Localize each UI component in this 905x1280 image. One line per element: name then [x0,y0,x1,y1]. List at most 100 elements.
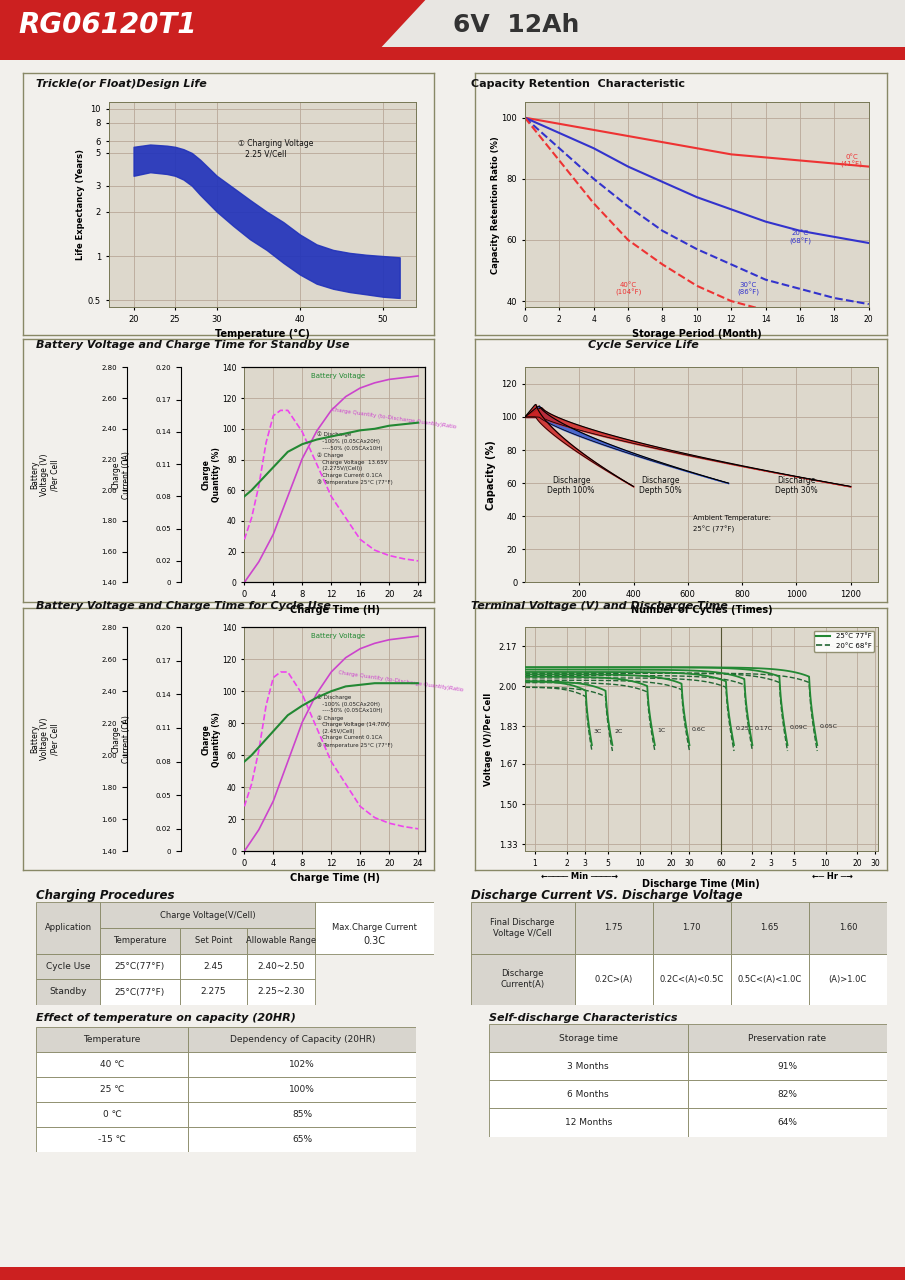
Bar [179,928,247,954]
Text: 0.3C: 0.3C [364,936,386,946]
Bar [188,1052,416,1076]
Text: 40 ℃: 40 ℃ [100,1060,124,1069]
Text: RG06120T1: RG06120T1 [18,12,196,40]
Text: ① Discharge
   -100% (0.05CAx20H)
   ----50% (0.05CAx10H)
② Charge
   Charge Vol: ① Discharge -100% (0.05CAx20H) ----50% (… [317,431,393,485]
Text: 100%: 100% [290,1084,315,1094]
Text: 30°C
(86°F): 30°C (86°F) [738,282,759,297]
Text: Max.Charge Current: Max.Charge Current [332,923,417,933]
Text: ←─ Hr ─→: ←─ Hr ─→ [812,873,853,882]
Text: 3 Months: 3 Months [567,1061,609,1071]
Bar [36,902,100,954]
Bar [100,902,315,928]
Text: Charge Quantity (to-Discharge Quantity)Ratio: Charge Quantity (to-Discharge Quantity)R… [338,669,464,692]
Text: 91%: 91% [777,1061,797,1071]
Text: 82%: 82% [777,1089,797,1100]
Text: Trickle(or Float)Design Life: Trickle(or Float)Design Life [36,79,207,90]
Y-axis label: Charge
Current (CA): Charge Current (CA) [111,451,130,499]
Bar [36,1076,188,1102]
Text: ① Charging Voltage
   2.25 V/Cell: ① Charging Voltage 2.25 V/Cell [238,140,313,159]
Bar [471,954,575,1005]
Text: 25°C (77°F): 25°C (77°F) [693,525,735,532]
Text: 2.40~2.50: 2.40~2.50 [257,961,305,972]
Bar [688,1052,887,1080]
Text: 1.60: 1.60 [839,923,857,933]
Text: Storage time: Storage time [558,1033,618,1043]
Text: 85%: 85% [292,1110,312,1119]
Y-axis label: Voltage (V)/Per Cell: Voltage (V)/Per Cell [484,692,493,786]
Text: Battery Voltage: Battery Voltage [311,634,366,640]
Text: 25°C(77°F): 25°C(77°F) [115,961,165,972]
Y-axis label: Charge
Quantity (%): Charge Quantity (%) [202,712,221,767]
Text: Effect of temperature on capacity (20HR): Effect of temperature on capacity (20HR) [36,1014,296,1024]
Y-axis label: Charge
Current (CA): Charge Current (CA) [111,716,130,763]
Bar [100,954,179,979]
Text: 1.70: 1.70 [682,923,701,933]
Text: Temperature: Temperature [83,1034,141,1043]
Text: Battery Voltage and Charge Time for Standby Use: Battery Voltage and Charge Time for Stan… [36,340,349,351]
X-axis label: Storage Period (Month): Storage Period (Month) [632,329,762,339]
Text: 1C: 1C [657,728,665,733]
Bar [688,1024,887,1052]
Text: Preservation rate: Preservation rate [748,1033,826,1043]
Bar [100,979,179,1005]
Text: 12 Months: 12 Months [565,1117,612,1128]
Text: Set Point: Set Point [195,936,232,946]
Text: Dependency of Capacity (20HR): Dependency of Capacity (20HR) [230,1034,375,1043]
Bar [36,1102,188,1126]
Text: 0.09C: 0.09C [790,724,808,730]
Text: 0.5C<(A)<1.0C: 0.5C<(A)<1.0C [738,974,802,984]
Text: Self-discharge Characteristics: Self-discharge Characteristics [489,1014,677,1024]
Y-axis label: Life Expectancy (Years): Life Expectancy (Years) [76,150,85,260]
Bar [179,979,247,1005]
Text: 0°C
(41°F): 0°C (41°F) [841,154,862,168]
Text: 0.2C>(A): 0.2C>(A) [595,974,633,984]
Bar [179,954,247,979]
Bar [688,1080,887,1108]
Text: 102%: 102% [290,1060,315,1069]
Bar [575,902,653,954]
Text: 1.65: 1.65 [760,923,779,933]
Text: 6 Months: 6 Months [567,1089,609,1100]
Text: 0 ℃: 0 ℃ [103,1110,121,1119]
Text: ←──── Min ────→: ←──── Min ────→ [540,873,618,882]
Y-axis label: Capacity Retention Ratio (%): Capacity Retention Ratio (%) [491,136,500,274]
Y-axis label: Battery
Voltage (V)
/Per Cell: Battery Voltage (V) /Per Cell [30,453,60,497]
Bar [731,902,809,954]
Bar [688,1108,887,1137]
Y-axis label: Capacity (%): Capacity (%) [486,440,496,509]
Text: 1.75: 1.75 [605,923,623,933]
Bar [36,979,100,1005]
Text: 3C: 3C [594,730,603,735]
Text: Battery Voltage and Charge Time for Cycle Use: Battery Voltage and Charge Time for Cycl… [36,602,331,612]
Text: 0.6C: 0.6C [691,727,706,732]
X-axis label: Temperature (°C): Temperature (°C) [215,329,310,339]
Bar [247,979,315,1005]
Text: 6V  12Ah: 6V 12Ah [452,13,579,37]
Bar [653,954,730,1005]
Text: Cycle Use: Cycle Use [46,961,90,972]
Text: Cycle Service Life: Cycle Service Life [588,340,699,351]
Bar [36,1027,188,1052]
Text: Capacity Retention  Characteristic: Capacity Retention Characteristic [471,79,684,90]
Text: Terminal Voltage (V) and Discharge Time: Terminal Voltage (V) and Discharge Time [471,602,728,612]
Text: 65%: 65% [292,1135,312,1144]
Text: Allowable Range: Allowable Range [246,936,316,946]
Text: Discharge
Depth 100%: Discharge Depth 100% [548,476,595,495]
Text: 0.25C: 0.25C [736,727,754,731]
X-axis label: Discharge Time (Min): Discharge Time (Min) [643,879,760,888]
Text: 0.05C: 0.05C [819,724,837,730]
Text: Final Discharge
Voltage V/Cell: Final Discharge Voltage V/Cell [491,918,555,938]
Bar [809,954,887,1005]
Text: 40°C
(104°F): 40°C (104°F) [614,282,642,297]
Bar [188,1027,416,1052]
Text: 2C: 2C [614,728,623,733]
Text: 64%: 64% [777,1117,797,1128]
Text: Discharge
Depth 50%: Discharge Depth 50% [639,476,682,495]
Text: ① Discharge
   -100% (0.05CAx20H)
   ----50% (0.05CAx10H)
② Charge
   Charge Vol: ① Discharge -100% (0.05CAx20H) ----50% (… [317,694,393,748]
Text: 20°C
(68°F): 20°C (68°F) [789,230,811,244]
Text: Discharge
Current(A): Discharge Current(A) [500,969,545,989]
Text: Battery Voltage: Battery Voltage [311,372,366,379]
Text: 2.275: 2.275 [201,987,226,997]
X-axis label: Charge Time (H): Charge Time (H) [290,873,380,883]
Text: Application: Application [44,923,91,933]
